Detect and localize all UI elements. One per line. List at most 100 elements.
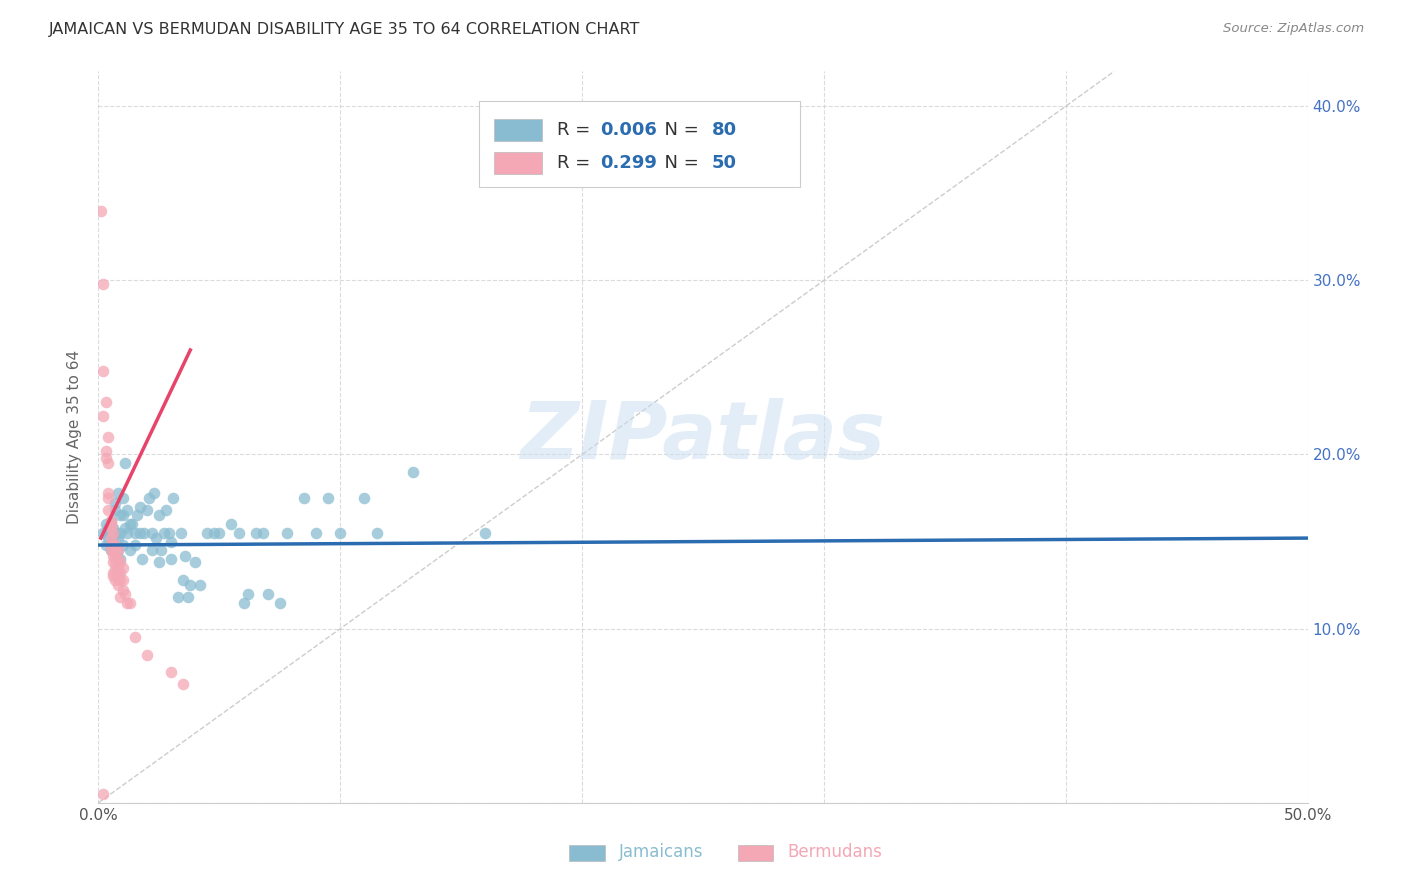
Point <box>121 517 143 532</box>
Point <box>160 534 183 549</box>
Point <box>90 203 112 218</box>
Point <box>195 525 218 540</box>
Point <box>108 566 131 580</box>
Point <box>100 538 122 552</box>
Point <box>107 531 129 545</box>
Point <box>135 648 157 662</box>
Point <box>107 560 129 574</box>
Point <box>179 578 201 592</box>
Point <box>366 525 388 540</box>
Point <box>101 566 124 580</box>
Point <box>101 525 124 540</box>
Point <box>118 595 141 609</box>
Point <box>118 543 141 558</box>
Point <box>127 508 149 523</box>
Point <box>111 538 134 552</box>
Point <box>94 450 117 465</box>
Text: R =: R = <box>557 121 596 139</box>
Point <box>169 525 191 540</box>
Point <box>97 531 120 545</box>
Point <box>104 549 127 563</box>
Point <box>245 525 267 540</box>
Point <box>238 587 260 601</box>
Text: 0.006: 0.006 <box>600 121 657 139</box>
Point <box>124 631 146 645</box>
Point <box>104 525 127 540</box>
Point <box>97 503 120 517</box>
Point <box>128 500 150 514</box>
Point <box>155 503 177 517</box>
Point <box>108 556 131 570</box>
Point <box>101 521 124 535</box>
Point <box>91 525 114 540</box>
Text: 50: 50 <box>711 153 737 172</box>
Point <box>124 525 146 540</box>
Point <box>141 543 163 558</box>
Text: JAMAICAN VS BERMUDAN DISABILITY AGE 35 TO 64 CORRELATION CHART: JAMAICAN VS BERMUDAN DISABILITY AGE 35 T… <box>49 22 641 37</box>
FancyBboxPatch shape <box>479 101 800 187</box>
Point <box>305 525 328 540</box>
Text: Bermudans: Bermudans <box>787 843 882 861</box>
Point <box>111 491 134 505</box>
Point <box>232 595 254 609</box>
Point <box>145 531 167 545</box>
Point <box>118 517 141 532</box>
Point <box>94 517 117 532</box>
Point <box>104 562 127 576</box>
Point <box>316 491 339 505</box>
Point <box>100 521 122 535</box>
Point <box>329 525 352 540</box>
Point <box>101 525 124 540</box>
Point <box>108 573 131 587</box>
Point <box>97 430 120 444</box>
Text: ZIPatlas: ZIPatlas <box>520 398 886 476</box>
Point <box>221 517 243 532</box>
Point <box>204 525 226 540</box>
Point <box>184 556 207 570</box>
Point <box>104 573 127 587</box>
Point <box>94 395 117 409</box>
Point <box>208 525 231 540</box>
Point <box>107 543 129 558</box>
Point <box>172 573 194 587</box>
Point <box>108 552 131 566</box>
Point <box>91 787 114 801</box>
Point <box>100 531 122 545</box>
Point <box>91 409 114 424</box>
Point <box>97 491 120 505</box>
Point <box>100 517 122 532</box>
Point <box>117 595 139 609</box>
Point <box>107 569 129 583</box>
Point <box>135 503 157 517</box>
Text: R =: R = <box>557 153 596 172</box>
Point <box>101 556 124 570</box>
Point <box>91 277 114 291</box>
Point <box>117 525 139 540</box>
Point <box>100 543 122 558</box>
Point <box>160 665 183 680</box>
FancyBboxPatch shape <box>494 119 543 141</box>
Point <box>101 534 124 549</box>
Point <box>101 549 124 563</box>
Point <box>107 485 129 500</box>
Point <box>94 444 117 458</box>
Point <box>111 508 134 523</box>
Point <box>100 525 122 540</box>
Point <box>177 591 200 605</box>
Text: Jamaicans: Jamaicans <box>619 843 703 861</box>
Point <box>97 485 120 500</box>
Point <box>104 496 127 510</box>
Point <box>353 491 375 505</box>
Text: Source: ZipAtlas.com: Source: ZipAtlas.com <box>1223 22 1364 36</box>
Point <box>97 521 120 535</box>
Point <box>101 569 124 583</box>
Point <box>100 514 122 528</box>
Point <box>172 677 194 691</box>
Text: 0.299: 0.299 <box>600 153 657 172</box>
Point <box>117 503 139 517</box>
Point <box>97 456 120 470</box>
Point <box>138 491 160 505</box>
Point <box>107 578 129 592</box>
Point <box>104 538 127 552</box>
Point <box>124 538 146 552</box>
